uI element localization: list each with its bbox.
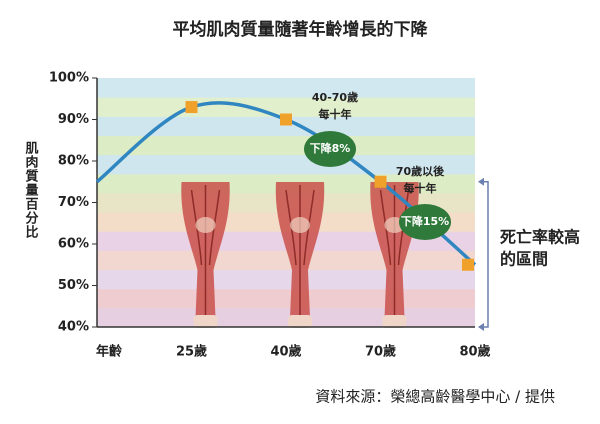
badge-text: 下降15% [401,214,449,228]
y-tick-label: 40% [58,320,89,335]
bracket-text: 的區間 [500,250,548,269]
marker [374,175,387,188]
annotation-text: 每十年 [404,181,437,195]
knee [290,217,310,233]
background-band [97,116,475,136]
ankle [382,315,407,328]
x-tick-label: 25歲 [176,344,207,360]
leg-illustration [275,182,325,328]
y-tick-label: 90% [58,112,89,127]
ankle [288,315,312,328]
background-band [97,269,475,290]
badge [399,204,451,240]
chart-title: 平均肌肉質量隨著年齡增長的下降 [173,19,429,40]
annotation-text: 70歲以後 [396,164,445,178]
y-tick-label: 60% [58,237,89,252]
marker [462,258,474,271]
x-tick-label: 80歲 [459,344,490,360]
x-tick-label: 70歲 [365,344,396,360]
ankle [193,315,218,328]
marker [185,101,198,114]
background-band [97,135,475,156]
bracket-arrow [478,177,484,331]
y-tick-label: 50% [58,278,89,293]
marker [280,113,292,126]
bracket [483,181,489,328]
annotation-text: 40-70歲 [312,90,358,104]
background-band [97,307,475,328]
badge [304,131,356,167]
annotation-text: 每十年 [319,107,352,121]
x-tick-label: 40歲 [270,344,301,360]
leg-illustration [181,182,230,328]
background-band [97,78,475,98]
bracket-text: 死亡率較高 [500,228,580,247]
badge-text: 下降8% [310,141,351,155]
background-band [97,288,475,309]
x-tick-label: 年齡 [96,344,122,360]
background-band [97,154,475,175]
y-tick-label: 70% [58,195,89,210]
y-tick-label: 100% [49,71,89,86]
y-axis-label: 肌肉質量百分比 [23,141,39,239]
y-tick-label: 80% [58,154,89,169]
knee [195,217,216,233]
source: 資料來源：榮總高齡醫學中心 / 提供 [315,388,555,406]
background-band [97,250,475,271]
